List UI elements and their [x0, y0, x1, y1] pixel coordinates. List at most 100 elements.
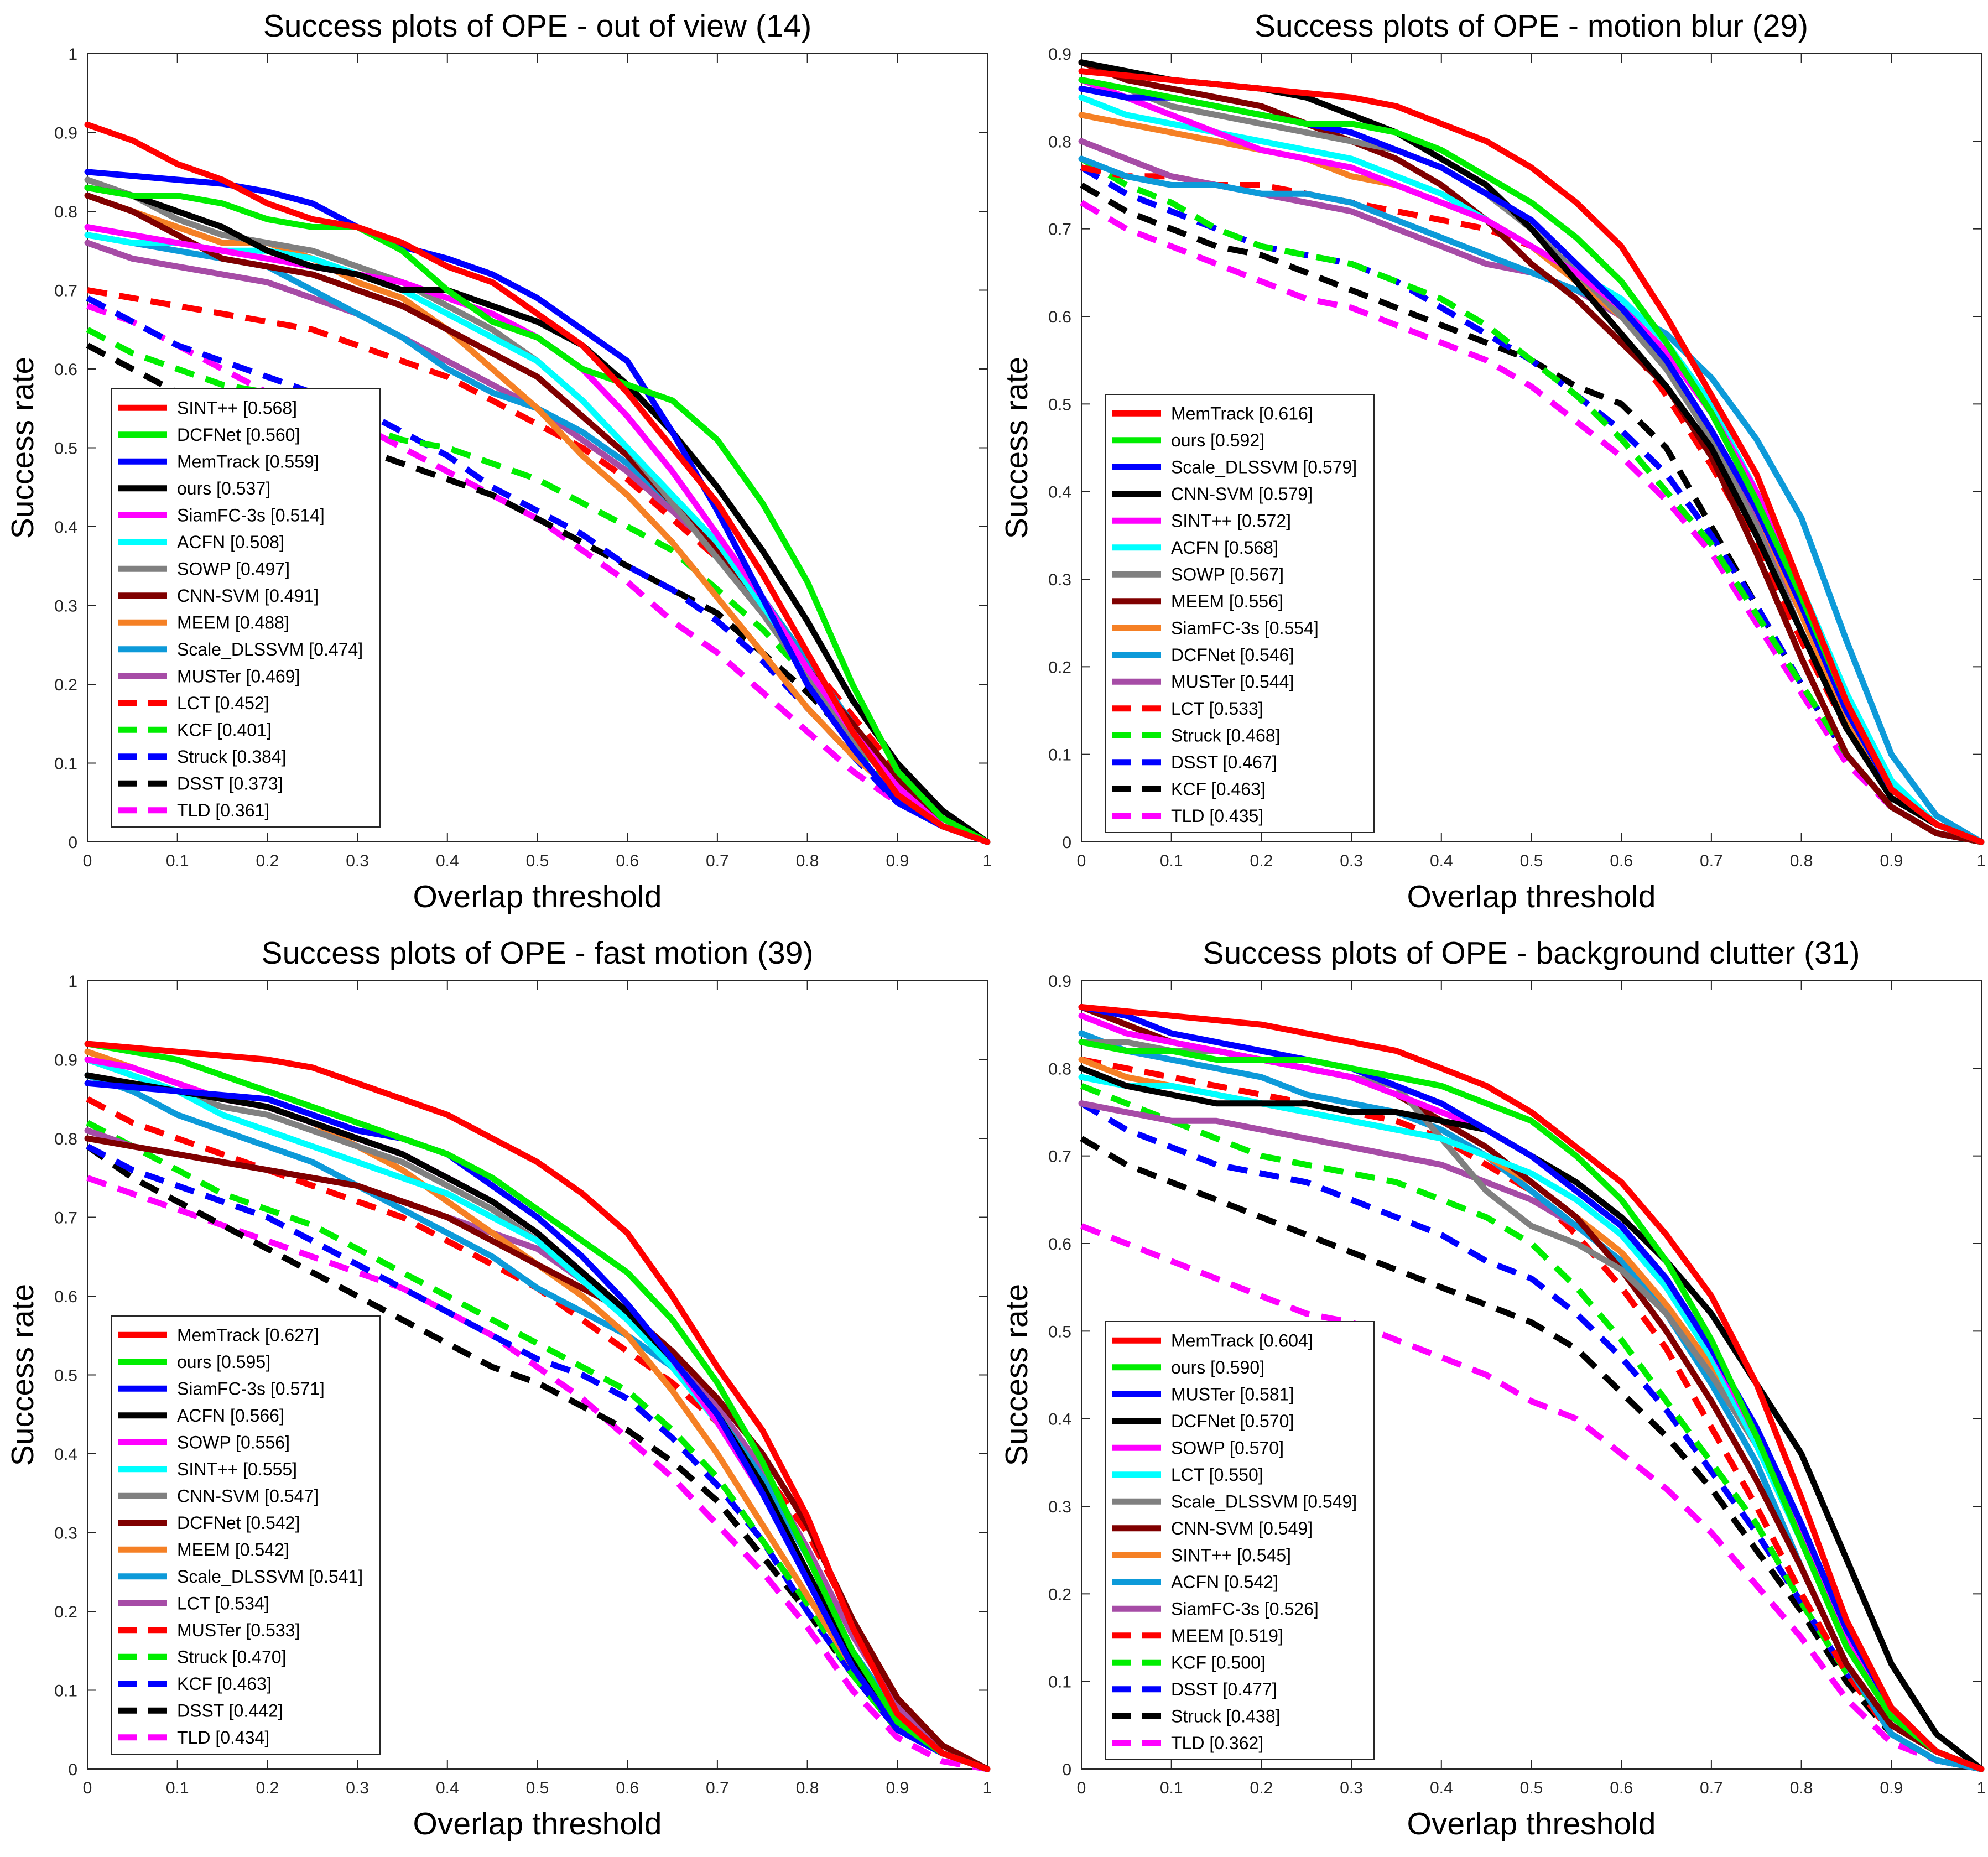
series-line-struck-dashed — [86, 1120, 988, 1772]
y-tick-label: 0.1 — [54, 755, 77, 773]
x-tick-label: 0.5 — [526, 1779, 549, 1797]
x-tick-label: 1 — [1977, 852, 1986, 870]
legend-entry: MemTrack [0.616] — [1171, 403, 1313, 423]
series-group — [1078, 1004, 1985, 1772]
legend-entry: MUSTer [0.581] — [1171, 1384, 1294, 1404]
chart-svg: Success plots of OPE - background clutte… — [999, 935, 1986, 1842]
legend-entry: ACFN [0.508] — [177, 532, 284, 552]
x-tick-label: 0.5 — [526, 852, 549, 870]
x-tick-label: 0.9 — [886, 1779, 909, 1797]
y-tick-label: 0.2 — [1048, 1585, 1071, 1604]
legend-entry: ours [0.590] — [1171, 1357, 1264, 1377]
legend-entry: SINT++ [0.572] — [1171, 511, 1291, 530]
series-line-dsst-dashed — [1080, 1100, 1982, 1772]
series-line-lct-dashed — [87, 287, 989, 845]
y-tick-label: 0.9 — [54, 124, 77, 143]
x-tick-label: 0 — [1077, 1779, 1086, 1797]
legend-entry: DSST [0.373] — [177, 773, 283, 793]
series-line-acfn — [84, 1072, 991, 1772]
legend-entry: MEEM [0.542] — [177, 1539, 289, 1559]
legend-entry: CNN-SVM [0.579] — [1171, 484, 1313, 504]
y-tick-label: 0.5 — [54, 440, 77, 458]
panel-background-clutter: Success plots of OPE - background clutte… — [994, 927, 1988, 1855]
x-tick-label: 0.4 — [1430, 852, 1453, 870]
y-tick-label: 0.2 — [54, 1603, 77, 1621]
y-tick-label: 1 — [68, 972, 77, 991]
legend-entry: DCFNet [0.560] — [177, 425, 300, 445]
x-tick-label: 0.7 — [1700, 852, 1723, 870]
y-tick-label: 0.4 — [54, 518, 77, 537]
legend-entry: SiamFC-3s [0.571] — [177, 1379, 325, 1398]
y-tick-label: 0.1 — [54, 1682, 77, 1700]
series-line-kcf-dashed — [1080, 1083, 1982, 1772]
y-tick-label: 0.7 — [54, 282, 77, 300]
x-tick-label: 0.7 — [706, 852, 729, 870]
y-tick-label: 0.5 — [1048, 396, 1071, 414]
legend-entry: ACFN [0.566] — [177, 1406, 284, 1426]
chart-title: Success plots of OPE - background clutte… — [1203, 935, 1860, 971]
legend-entry: DSST [0.467] — [1171, 752, 1277, 772]
legend-entry: LCT [0.550] — [1171, 1465, 1263, 1485]
panel-motion-blur: Success plots of OPE - motion blur (29) 0… — [994, 0, 1988, 927]
legend-entry: DSST [0.477] — [1171, 1679, 1277, 1699]
x-tick-label: 0.4 — [436, 852, 459, 870]
series-line-ours — [84, 184, 991, 845]
y-tick-label: 0.2 — [54, 676, 77, 694]
chart-svg: Success plots of OPE - fast motion (39) 0… — [5, 935, 992, 1842]
legend-entry: KCF [0.463] — [177, 1674, 272, 1694]
x-tick-label: 0.4 — [1430, 1779, 1453, 1797]
series-line-kcf-dashed — [86, 1143, 988, 1772]
chart-svg: Success plots of OPE - motion blur (29) 0… — [999, 8, 1986, 914]
series-line-dcfnet — [84, 184, 991, 845]
x-tick-label: 0.5 — [1520, 1779, 1543, 1797]
legend-entry: MEEM [0.519] — [1171, 1626, 1283, 1646]
y-tick-label: 0.8 — [54, 203, 77, 221]
series-line-muster — [1078, 1004, 1985, 1772]
legend-entry: SOWP [0.567] — [1171, 564, 1284, 584]
y-tick-label: 1 — [68, 45, 77, 64]
x-tick-label: 0.3 — [1340, 852, 1363, 870]
series-line-struck-dashed — [1080, 1136, 1982, 1772]
x-tick-label: 0.6 — [1610, 852, 1633, 870]
panel-out-of-view: Success plots of OPE - out of view (14) 0… — [0, 0, 994, 927]
y-tick-label: 0.3 — [1048, 1498, 1071, 1516]
y-tick-label: 0.7 — [1048, 221, 1071, 239]
x-tick-label: 0.6 — [616, 1779, 639, 1797]
x-tick-label: 0.1 — [1160, 1779, 1183, 1797]
y-tick-label: 0 — [68, 1761, 77, 1779]
legend-entry: KCF [0.500] — [1171, 1652, 1266, 1672]
x-tick-label: 0.3 — [346, 852, 369, 870]
y-axis-label: Success rate — [999, 357, 1034, 539]
y-tick-label: 0.3 — [1048, 571, 1071, 589]
y-tick-label: 0 — [68, 834, 77, 852]
x-tick-label: 0.7 — [706, 1779, 729, 1797]
legend-entry: TLD [0.362] — [1171, 1733, 1263, 1753]
legend-entry: LCT [0.452] — [177, 693, 269, 713]
legend-entry: SiamFC-3s [0.554] — [1171, 618, 1319, 638]
legend-entry: MEEM [0.488] — [177, 612, 289, 632]
legend-entry: MemTrack [0.627] — [177, 1325, 319, 1345]
legend-entry: DCFNet [0.546] — [1171, 645, 1294, 665]
y-tick-label: 0.5 — [54, 1367, 77, 1385]
y-tick-label: 0.7 — [1048, 1148, 1071, 1166]
x-tick-label: 1 — [983, 852, 992, 870]
y-tick-label: 0.3 — [54, 1525, 77, 1543]
series-line-tld-dashed — [1080, 200, 1982, 845]
legend-entry: DSST [0.442] — [177, 1700, 283, 1720]
legend-entry: KCF [0.463] — [1171, 779, 1266, 799]
x-tick-label: 0.3 — [346, 1779, 369, 1797]
x-tick-label: 1 — [983, 1779, 992, 1797]
legend-entry: MUSTer [0.469] — [177, 666, 300, 686]
y-tick-label: 0.6 — [1048, 308, 1071, 326]
legend-entry: SINT++ [0.568] — [177, 398, 297, 418]
series-line-dcfnet — [1078, 155, 1985, 845]
series-line-kcf-dashed — [86, 326, 988, 845]
y-tick-label: 0.9 — [1048, 972, 1071, 991]
x-tick-label: 0.8 — [1790, 852, 1813, 870]
y-tick-label: 0.8 — [54, 1130, 77, 1148]
legend-entry: Struck [0.468] — [1171, 725, 1280, 745]
y-tick-label: 0.7 — [54, 1209, 77, 1227]
legend-entry: LCT [0.534] — [177, 1593, 269, 1613]
x-tick-label: 0.6 — [1610, 1779, 1633, 1797]
x-tick-label: 0 — [83, 852, 92, 870]
